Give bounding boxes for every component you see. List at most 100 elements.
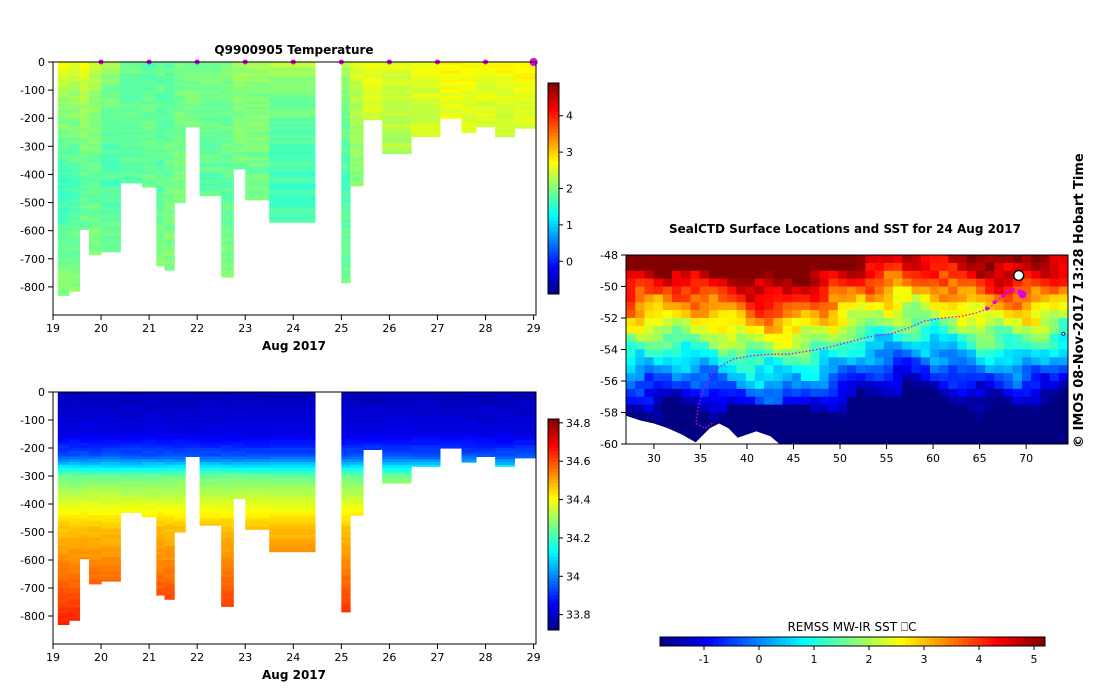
colorbar-swatch (548, 545, 559, 550)
data-cell (57, 129, 70, 133)
sst-cell (957, 302, 968, 311)
data-cell (89, 411, 102, 415)
data-cell (362, 406, 383, 410)
data-cell (101, 151, 121, 156)
data-cell (101, 70, 121, 74)
sst-cell (736, 412, 747, 421)
data-cell (199, 394, 222, 399)
data-cell (221, 557, 234, 561)
data-cell (89, 112, 102, 117)
sst-cell (819, 396, 830, 406)
data-cell (101, 210, 121, 215)
data-cell (269, 160, 316, 164)
data-cell (141, 428, 157, 432)
sst-cell (1003, 404, 1014, 414)
data-cell (245, 67, 270, 72)
data-cell (57, 225, 70, 229)
data-cell (199, 62, 222, 66)
data-cell (120, 67, 143, 72)
recent-position (1011, 287, 1016, 292)
data-cell (79, 417, 90, 421)
sst-cell (1012, 349, 1023, 358)
data-cell (411, 431, 441, 435)
sst-cell (1021, 318, 1032, 327)
data-cell (79, 484, 90, 488)
sst-cell (718, 278, 728, 288)
sst-cell (1058, 318, 1068, 327)
data-cell (185, 73, 201, 77)
data-cell (341, 109, 351, 114)
data-cell (164, 464, 175, 469)
data-cell (79, 168, 90, 173)
sst-cell (911, 310, 922, 319)
sst-cell (764, 412, 774, 421)
data-cell (199, 434, 222, 438)
data-cell (164, 523, 175, 527)
data-cell (461, 129, 477, 133)
data-cell (174, 104, 186, 108)
data-cell (439, 104, 463, 108)
data-cell (199, 411, 222, 415)
data-cell (156, 459, 166, 463)
sst-cell (920, 318, 931, 327)
data-cell (341, 123, 351, 128)
data-cell (120, 180, 143, 184)
data-cell (382, 92, 412, 97)
data-cell (89, 532, 102, 536)
data-cell (341, 194, 351, 198)
data-cell (245, 177, 270, 181)
sst-cell (883, 310, 894, 319)
data-cell (199, 191, 222, 195)
data-cell (350, 146, 364, 150)
data-cell (156, 154, 166, 159)
data-cell (514, 420, 536, 424)
sst-cell (975, 318, 986, 327)
sst-cell (948, 262, 959, 272)
sst-cell (782, 373, 793, 382)
sst-cell (626, 341, 636, 351)
sst-cell (893, 396, 903, 406)
data-cell (174, 95, 186, 100)
data-cell (164, 258, 175, 263)
data-cell (461, 431, 477, 435)
sst-cell (635, 310, 646, 319)
data-cell (382, 90, 412, 94)
data-cell (439, 87, 463, 91)
y-tick-label: -300 (20, 140, 45, 153)
data-cell (68, 467, 81, 471)
sst-cell (800, 388, 811, 398)
data-cell (141, 95, 157, 100)
data-cell (221, 137, 234, 142)
sst-cell (672, 365, 682, 374)
sst-cell (948, 373, 959, 382)
data-cell (221, 456, 234, 460)
sst-cell (828, 286, 839, 295)
data-cell (269, 213, 316, 218)
colorbar-swatch (823, 637, 829, 646)
data-cell (341, 484, 351, 488)
data-cell (89, 484, 102, 488)
data-cell (101, 523, 121, 527)
data-cell (341, 182, 351, 187)
colorbar-swatch (548, 485, 559, 490)
data-cell (269, 67, 316, 72)
data-cell (269, 484, 316, 488)
sst-cell (975, 404, 986, 414)
data-cell (475, 81, 496, 86)
data-cell (57, 81, 70, 86)
sst-cell (699, 325, 710, 335)
data-cell (156, 239, 166, 243)
data-cell (68, 546, 81, 550)
sst-cell (653, 278, 664, 288)
data-cell (362, 394, 383, 399)
data-cell (341, 90, 351, 94)
data-cell (89, 459, 102, 463)
sst-cell (819, 436, 830, 444)
data-cell (79, 76, 90, 80)
data-cell (57, 562, 70, 567)
colorbar-swatch (548, 244, 559, 249)
sst-cell (994, 388, 1005, 398)
data-cell (89, 436, 102, 441)
data-cell (362, 422, 383, 427)
data-cell (101, 540, 121, 544)
